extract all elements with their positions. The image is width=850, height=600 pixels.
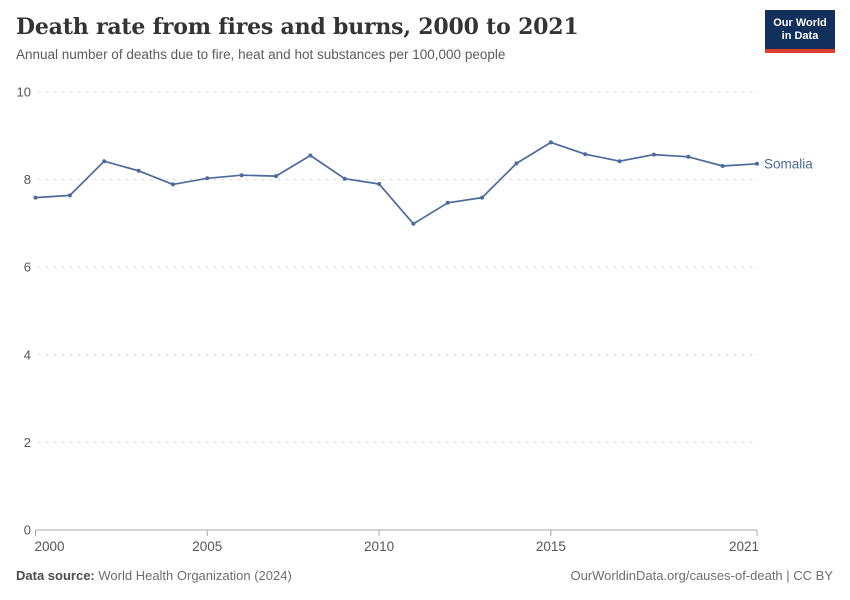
y-tick-label: 6 [24,260,31,275]
chart-title: Death rate from fires and burns, 2000 to… [16,14,579,40]
data-point [755,161,759,166]
data-source-note: Data source: World Health Organization (… [16,568,292,584]
data-point [548,140,553,145]
chart-header: Death rate from fires and burns, 2000 to… [16,10,835,64]
x-tick-label: 2015 [536,539,566,554]
data-point [170,182,175,187]
data-point [617,159,622,164]
data-point [583,152,588,157]
owid-logo-line2: in Data [781,29,819,42]
series-label[interactable]: Somalia [764,156,813,171]
data-point [102,159,107,164]
x-tick-label: 2005 [192,539,222,554]
data-source-value: World Health Organization (2024) [98,568,292,583]
data-point [651,152,656,157]
y-tick-label: 0 [24,523,31,538]
data-point [136,168,141,173]
data-point [67,193,72,198]
y-tick-label: 8 [24,172,31,187]
data-point [445,200,450,205]
data-point [274,174,278,179]
data-point [686,154,691,159]
y-tick-label: 2 [24,435,31,450]
y-tick-label: 4 [24,347,31,362]
data-point [720,164,725,168]
data-point [308,153,313,158]
x-tick-label: 2000 [35,539,65,554]
data-point [377,182,382,186]
x-tick-label: 2010 [364,539,394,554]
chart-subtitle: Annual number of deaths due to fire, hea… [16,47,506,63]
x-tick-label: 2021 [729,539,759,554]
data-source-label: Data source: [16,568,95,583]
credit-link[interactable]: OurWorldinData.org/causes-of-death | CC … [570,568,833,583]
data-line [34,141,758,225]
owid-logo[interactable]: Our World in Data [765,10,835,53]
data-point [205,176,210,181]
y-tick-label: 10 [17,85,31,100]
data-point [480,195,485,200]
data-point [342,176,347,181]
data-point [411,221,416,226]
owid-logo-line1: Our World [773,16,827,29]
data-point [514,161,519,166]
data-point [239,173,244,178]
chart-footer: Data source: World Health Organization (… [16,568,833,584]
data-point [33,195,38,200]
